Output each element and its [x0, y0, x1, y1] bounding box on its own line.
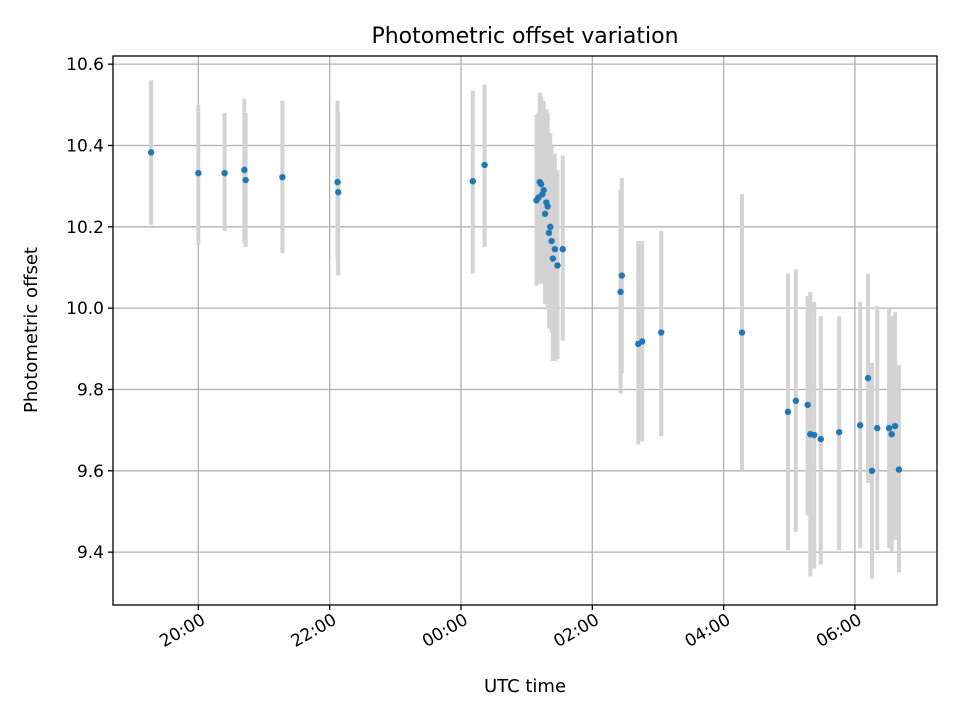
x-tick-label: 02:00	[550, 610, 602, 652]
data-point	[874, 424, 881, 432]
data-point	[658, 329, 665, 336]
x-tick-label: 22:00	[288, 610, 340, 652]
y-axis-label: Photometric offset	[21, 247, 42, 413]
y-tick-label: 10.0	[66, 299, 104, 319]
x-tick-label: 06:00	[813, 610, 865, 652]
data-point	[559, 245, 566, 253]
data-point	[549, 255, 557, 262]
data-point	[817, 435, 824, 443]
data-point	[856, 422, 864, 429]
data-point	[147, 149, 155, 156]
chart-title: Photometric offset variation	[371, 24, 678, 49]
data-point	[792, 397, 800, 405]
data-point	[885, 424, 893, 432]
data-point	[547, 223, 554, 230]
grid-lines	[113, 56, 937, 605]
data-point	[864, 374, 872, 382]
y-tick-label: 10.6	[66, 55, 104, 75]
y-tick-label: 9.4	[77, 543, 104, 563]
data-point	[638, 338, 646, 345]
y-tick-label: 9.6	[77, 462, 104, 482]
data-point	[548, 237, 555, 245]
data-point	[540, 187, 547, 194]
x-tick-label: 20:00	[156, 610, 208, 652]
data-point	[545, 229, 553, 237]
data-point	[895, 466, 903, 473]
data-point	[554, 262, 561, 269]
plot-frame	[112, 55, 938, 606]
data-point	[469, 178, 477, 185]
data-point	[551, 245, 559, 253]
data-point	[835, 428, 843, 436]
x-axis-label: UTC time	[484, 676, 566, 697]
x-tick-label: 04:00	[682, 610, 734, 652]
data-point	[537, 180, 545, 188]
axis-ticks: 9.4 9.6 9.8 10.0 10.2 10.4 10.6 20:00 22:00 00:00…	[66, 55, 865, 652]
data-point	[811, 431, 818, 439]
data-point	[888, 431, 895, 438]
error-bars	[149, 80, 901, 579]
data-point	[544, 203, 551, 210]
data-point	[868, 467, 876, 474]
data-point	[541, 210, 549, 217]
data-point	[241, 166, 248, 174]
data-point	[481, 161, 488, 169]
data-point	[195, 169, 202, 177]
data-point	[804, 401, 811, 409]
y-tick-label: 10.4	[66, 136, 104, 156]
data-point	[335, 189, 342, 196]
data-point	[618, 272, 626, 279]
y-tick-label: 10.2	[66, 218, 104, 238]
y-tick-label: 9.8	[77, 380, 104, 400]
data-point	[784, 408, 792, 416]
x-tick-label: 00:00	[419, 610, 471, 652]
data-point	[891, 422, 899, 430]
data-point	[738, 329, 746, 336]
data-points	[147, 149, 903, 474]
data-point	[242, 176, 249, 184]
data-point	[279, 173, 286, 181]
data-point	[617, 288, 624, 296]
data-point	[221, 169, 228, 177]
data-point	[334, 178, 341, 186]
